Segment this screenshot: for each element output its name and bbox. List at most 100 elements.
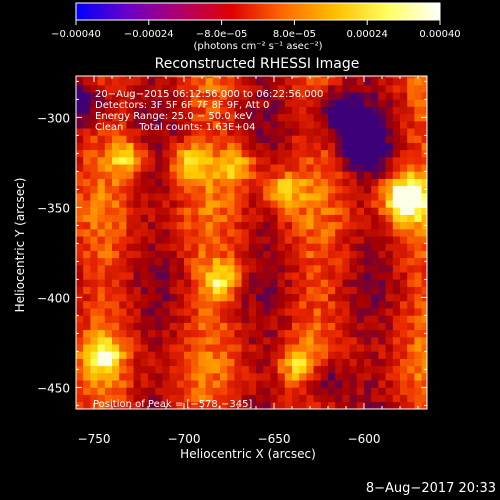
heatmap-cell [342,365,350,374]
heatmap-cell [76,308,84,316]
heatmap-cell [176,301,185,309]
heatmap-cell [292,286,300,295]
heatmap-cell [400,279,408,287]
heatmap-cell [140,164,149,172]
heatmap-cell [155,193,163,201]
heatmap-cell [169,128,178,136]
heatmap-cell [133,286,142,295]
heatmap-cell [392,272,401,280]
heatmap-cell [133,301,142,309]
heatmap-cell [155,308,163,316]
heatmap-cell [407,92,415,100]
heatmap-cell [299,373,307,381]
heatmap-cell [349,121,358,129]
heatmap-cell [220,387,228,395]
heatmap-cell [241,135,250,143]
heatmap-cell [342,106,350,115]
heatmap-cell [364,308,372,316]
heatmap-cell [364,178,372,187]
heatmap-cell [270,257,278,266]
heatmap-cell [263,193,271,201]
heatmap-cell [392,265,401,273]
heatmap-cell [198,308,206,316]
heatmap-cell [83,358,91,367]
heatmap-cell [212,214,221,223]
heatmap-cell [212,265,221,273]
heatmap-cell [371,315,379,323]
heatmap-cell [263,157,271,165]
heatmap-cell [162,85,170,93]
heatmap-cell [356,77,365,86]
heatmap-cell [342,329,350,338]
heatmap-cell [205,157,214,165]
heatmap-cell [234,200,242,208]
heatmap-cell [184,293,192,302]
heatmap-cell [256,315,264,323]
heatmap-cell [270,279,278,287]
heatmap-cell [320,149,329,158]
heatmap-cell [169,185,178,194]
heatmap-cell [356,236,365,244]
heatmap-cell [148,358,156,367]
heatmap-cell [119,329,127,338]
heatmap-cell [263,113,271,122]
heatmap-cell [292,193,300,201]
heatmap-cell [371,99,379,107]
heatmap-cell [184,373,192,381]
heatmap-cell [241,358,250,367]
heatmap-cell [392,358,401,367]
heatmap-cell [119,293,127,302]
heatmap-cell [256,121,264,129]
heatmap-cell [313,99,322,107]
heatmap-cell [349,214,358,223]
heatmap-cell [313,257,322,266]
heatmap-cell [97,157,106,165]
heatmap-cell [176,329,185,338]
heatmap-cell [320,214,329,223]
heatmap-cell [169,221,178,230]
heatmap-cell [284,171,293,179]
heatmap-cell [126,344,134,352]
heatmap-cell [212,128,221,136]
heatmap-cell [256,164,264,172]
heatmap-cell [148,272,156,280]
heatmap-cell [407,77,415,86]
heatmap-cell [392,229,401,237]
heatmap-cell [112,394,120,403]
heatmap-cell [184,207,192,215]
heatmap-cell [320,77,329,86]
heatmap-cell [241,214,250,223]
heatmap-cell [234,207,242,215]
heatmap-cell [241,351,250,359]
heatmap-cell [392,329,401,338]
heatmap-cell [248,171,257,179]
heatmap-cell [169,113,178,122]
heatmap-cell [112,92,120,100]
heatmap-cell [407,279,415,287]
heatmap-cell [90,243,98,251]
heatmap-cell [148,243,156,251]
heatmap-cell [400,193,408,201]
heatmap-cell [414,207,422,215]
heatmap-cell [191,279,199,287]
heatmap-cell [392,128,401,136]
heatmap-cell [371,394,379,403]
heatmap-cell [378,85,386,93]
heatmap-cell [299,257,307,266]
heatmap-cell [277,92,286,100]
heatmap-cell [284,85,293,93]
heatmap-cell [205,200,214,208]
heatmap-cell [313,293,322,302]
heatmap-cell [313,76,322,79]
heatmap-cell [119,113,127,122]
heatmap-cell [133,229,142,237]
heatmap-cell [299,243,307,251]
heatmap-cell [335,293,343,302]
heatmap-cell [342,380,350,388]
heatmap-cell [198,315,206,323]
heatmap-cell [148,207,156,215]
heatmap-cell [313,171,322,179]
heatmap-cell [212,329,221,338]
heatmap-cell [414,329,422,338]
heatmap-cell [421,301,427,309]
